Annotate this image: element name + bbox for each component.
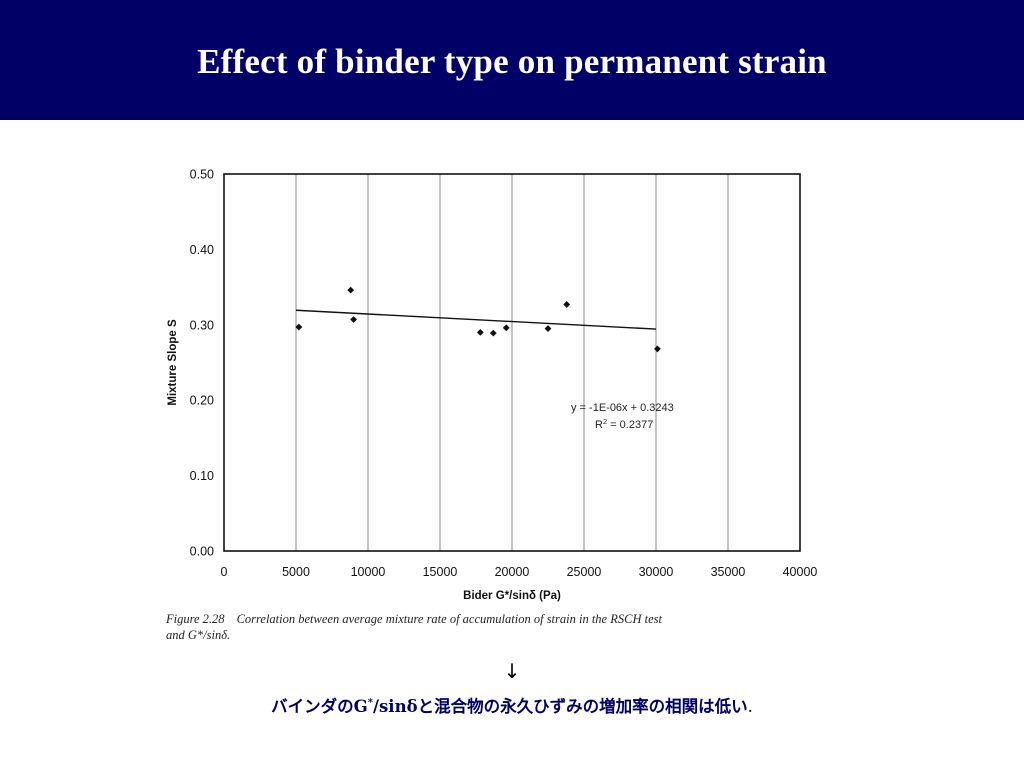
down-arrow-icon: ↓ [503, 659, 521, 683]
y-tick-label: 0.30 [190, 318, 214, 332]
r-squared-value: = 0.2377 [607, 419, 653, 431]
title-bar: Effect of binder type on permanent strai… [0, 0, 1024, 120]
caption-line-2: and G*/sinδ. [166, 628, 231, 642]
data-point [347, 286, 355, 294]
plot-frame [223, 173, 801, 552]
conclusion-period: . [747, 697, 753, 716]
caption-line-1: Figure 2.28 Correlation between average m… [166, 611, 806, 627]
x-tick-label: 30000 [639, 565, 674, 579]
y-tick-label: 0.50 [190, 168, 214, 182]
data-points [295, 286, 661, 353]
x-tick-label: 15000 [423, 565, 458, 579]
data-point [654, 345, 661, 353]
r-squared-label: R2 = 0.2377 [595, 417, 653, 431]
x-tick-labels: 0 5000 10000 15000 20000 25000 30000 35000 40000 [221, 565, 818, 579]
x-tick-label: 0 [221, 565, 228, 579]
figure-caption: Figure 2.28 Correlation between average m… [166, 611, 806, 643]
y-tick-label: 0.00 [190, 545, 214, 559]
data-point [489, 329, 497, 337]
slide-title: Effect of binder type on permanent strai… [197, 42, 827, 81]
y-axis-title: Mixture Slope S [167, 319, 179, 406]
x-tick-label: 5000 [282, 565, 310, 579]
conclusion-pre: バインダのG [271, 697, 368, 716]
data-point [502, 324, 510, 332]
conclusion-sup: * [367, 697, 373, 709]
x-tick-label: 35000 [711, 565, 746, 579]
x-tick-label: 40000 [783, 565, 818, 579]
caption-text-1: Correlation between average mixture rate… [236, 612, 662, 626]
y-tick-labels: 0.00 0.10 0.20 0.30 0.40 0.50 [190, 168, 214, 559]
data-point [476, 328, 484, 336]
gridlines [295, 174, 729, 551]
x-axis-title: Bider G*/sinδ (Pa) [463, 590, 561, 602]
y-tick-label: 0.10 [190, 469, 214, 483]
trendline [295, 309, 657, 330]
conclusion-post: /sinδと混合物の永久ひずみの増加率の相関は低い [372, 697, 748, 716]
caption-label: Figure 2.28 [166, 612, 225, 626]
y-tick-label: 0.40 [190, 243, 214, 257]
data-point [350, 316, 357, 323]
r-squared-superscript: 2 [603, 417, 607, 426]
data-point [563, 301, 571, 308]
conclusion-text: バインダのG*/sinδと混合物の永久ひずみの増加率の相関は低い. [0, 693, 1024, 717]
x-tick-label: 20000 [495, 565, 530, 579]
r-squared-symbol: R [595, 419, 603, 431]
trendline-equation: y = -1E-06x + 0.3243 [571, 402, 674, 414]
data-point [295, 323, 303, 331]
x-tick-label: 10000 [351, 565, 386, 579]
y-tick-label: 0.20 [190, 394, 214, 408]
data-point [544, 325, 552, 332]
x-tick-label: 25000 [567, 565, 602, 579]
